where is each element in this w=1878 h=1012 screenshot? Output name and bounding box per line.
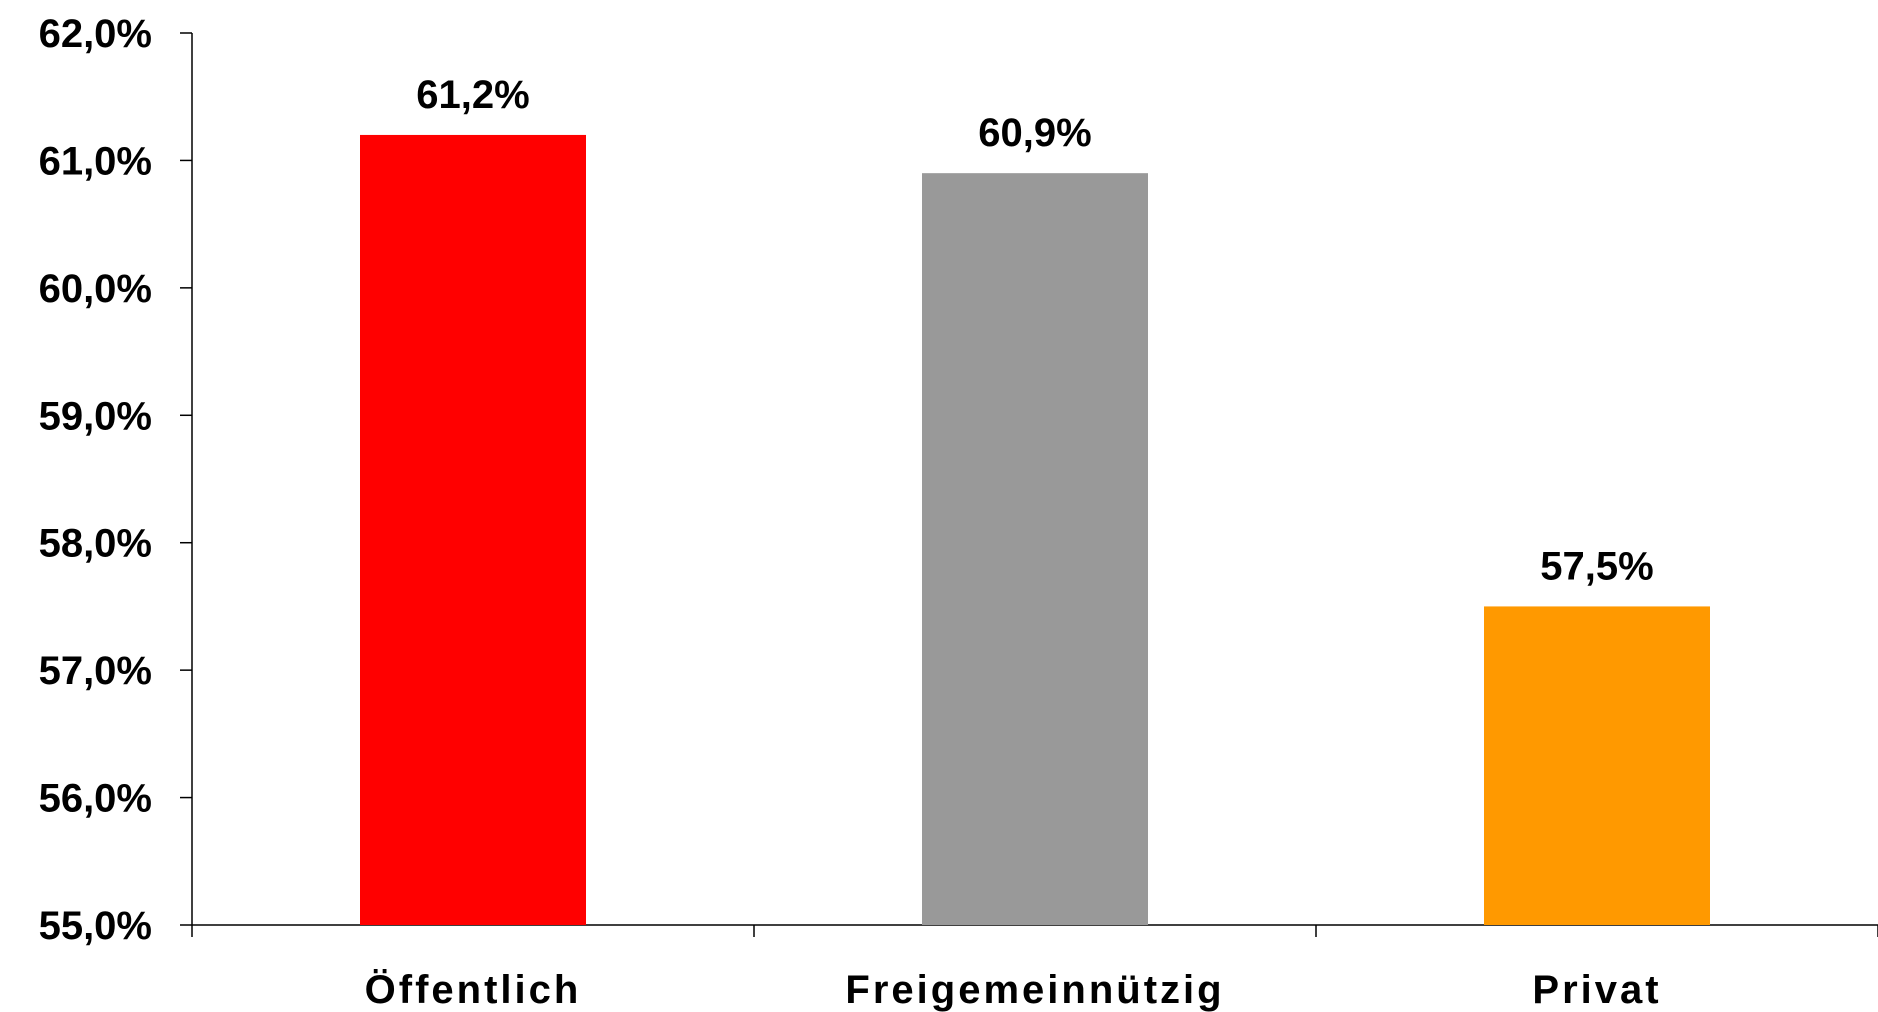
y-tick-label: 61,0% [39, 139, 152, 183]
y-tick-label: 56,0% [39, 777, 152, 821]
data-label: 57,5% [1540, 544, 1653, 588]
y-tick-label: 59,0% [39, 394, 152, 438]
data-label: 60,9% [978, 111, 1091, 155]
bars [360, 134, 1710, 925]
x-axis [191, 924, 1878, 937]
category-label: Freigemeinnützig [845, 968, 1224, 1012]
y-tick-label: 57,0% [39, 649, 152, 693]
data-labels: 61,2% 60,9% 57,5% [416, 73, 1653, 588]
bar-2 [922, 173, 1148, 925]
y-tick-label: 58,0% [39, 522, 152, 566]
y-axis: 55,0% 56,0% 57,0% 58,0% 59,0% 60,0% 61,0% 62,0% [39, 12, 193, 948]
y-tick-label: 60,0% [39, 267, 152, 311]
category-label: Öffentlich [365, 967, 582, 1012]
category-label: Privat [1532, 968, 1661, 1012]
bar-3 [1484, 606, 1710, 925]
bar-1 [360, 134, 586, 925]
y-tick-label: 62,0% [39, 12, 152, 56]
category-labels: Öffentlich Freigemeinnützig Privat [365, 967, 1661, 1012]
data-label: 61,2% [416, 73, 529, 117]
y-tick-label: 55,0% [39, 904, 152, 948]
